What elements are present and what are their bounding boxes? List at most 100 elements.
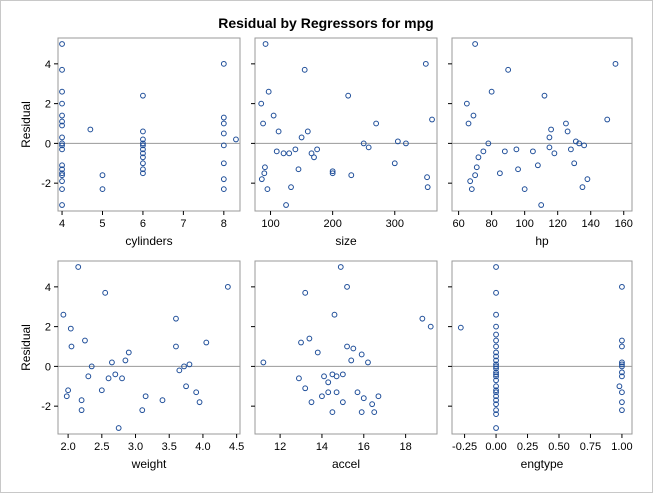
data-point	[576, 140, 583, 147]
y-axis-label: Residual	[19, 324, 33, 371]
data-point	[314, 146, 321, 153]
data-point	[196, 399, 203, 406]
data-point	[619, 399, 625, 406]
y-tick-label: -2	[41, 401, 51, 413]
y-tick-label: 4	[45, 282, 51, 294]
x-axis-label: cylinders	[125, 234, 172, 248]
data-point	[371, 409, 378, 416]
data-point	[584, 176, 591, 183]
data-point	[619, 369, 625, 376]
data-point	[82, 337, 88, 344]
data-point	[270, 112, 277, 119]
data-point	[99, 186, 106, 193]
data-point	[183, 383, 189, 390]
data-point	[467, 178, 474, 185]
data-point	[258, 176, 265, 183]
data-point	[283, 202, 289, 208]
x-tick-label: 4	[59, 218, 65, 230]
data-point	[468, 186, 475, 193]
x-tick-label: 3.0	[128, 441, 143, 453]
data-point	[280, 150, 287, 157]
data-point	[480, 148, 487, 155]
data-point	[493, 397, 499, 404]
x-tick-label: 0.75	[580, 441, 601, 453]
data-point	[619, 337, 625, 344]
x-tick-label: 12	[274, 441, 286, 453]
data-point	[419, 315, 426, 322]
data-point	[262, 41, 269, 47]
data-point	[493, 289, 499, 296]
y-tick-label: 2	[45, 322, 51, 334]
chart-title: Residual by Regressors for mpg	[218, 15, 434, 31]
data-point	[59, 134, 65, 141]
data-point	[493, 401, 499, 408]
data-point	[85, 373, 92, 380]
data-point	[59, 170, 65, 177]
data-point	[493, 361, 499, 368]
y-tick-label: 0	[45, 138, 51, 150]
data-point	[321, 373, 327, 380]
x-tick-label: 6	[140, 218, 146, 230]
data-point	[493, 323, 499, 330]
panel-frame	[254, 37, 438, 212]
data-point	[59, 66, 65, 73]
data-point	[505, 66, 512, 73]
data-point	[63, 393, 70, 400]
x-tick-label: 120	[549, 218, 567, 230]
data-point	[358, 351, 365, 358]
data-point	[140, 160, 146, 167]
x-axis-label: weight	[131, 457, 167, 471]
panel-accel: 12 14 16 18 accel	[251, 260, 438, 471]
data-point	[140, 146, 146, 153]
data-point	[488, 88, 495, 95]
data-point	[122, 357, 129, 364]
data-point	[521, 186, 528, 193]
data-point	[344, 283, 350, 290]
data-point	[98, 387, 105, 394]
data-point	[329, 170, 336, 177]
x-tick-label: -0.25	[452, 441, 477, 453]
data-point	[181, 363, 187, 370]
data-point	[616, 383, 623, 390]
data-point	[457, 324, 464, 331]
data-point	[59, 142, 65, 149]
data-point	[333, 389, 340, 396]
data-point	[493, 393, 499, 400]
data-point	[350, 345, 357, 352]
data-point	[619, 361, 625, 368]
data-point	[331, 311, 338, 318]
data-point	[261, 170, 268, 177]
data-point	[102, 289, 109, 296]
data-point	[292, 146, 299, 153]
data-point	[612, 60, 619, 67]
data-point	[564, 128, 571, 135]
data-point	[306, 335, 313, 342]
data-point	[360, 395, 367, 402]
data-point	[193, 389, 200, 396]
data-point	[493, 311, 499, 318]
data-point	[422, 60, 429, 67]
data-point	[59, 186, 65, 193]
data-point	[140, 150, 146, 157]
data-point	[67, 325, 74, 332]
data-point	[220, 60, 227, 67]
data-point	[619, 373, 625, 380]
x-tick-label: 1.00	[611, 441, 632, 453]
y-tick-label: 0	[45, 361, 51, 373]
data-point	[360, 140, 367, 147]
data-point	[233, 136, 239, 143]
data-point	[302, 289, 309, 296]
data-point	[493, 389, 499, 396]
data-point	[567, 146, 574, 153]
x-tick-label: 200	[323, 218, 341, 230]
data-point	[493, 264, 499, 270]
data-point	[541, 92, 548, 99]
data-point	[59, 202, 65, 208]
data-point	[301, 66, 308, 73]
data-point	[493, 349, 499, 356]
data-point	[534, 162, 541, 169]
data-point	[220, 176, 227, 183]
data-point	[493, 371, 499, 378]
